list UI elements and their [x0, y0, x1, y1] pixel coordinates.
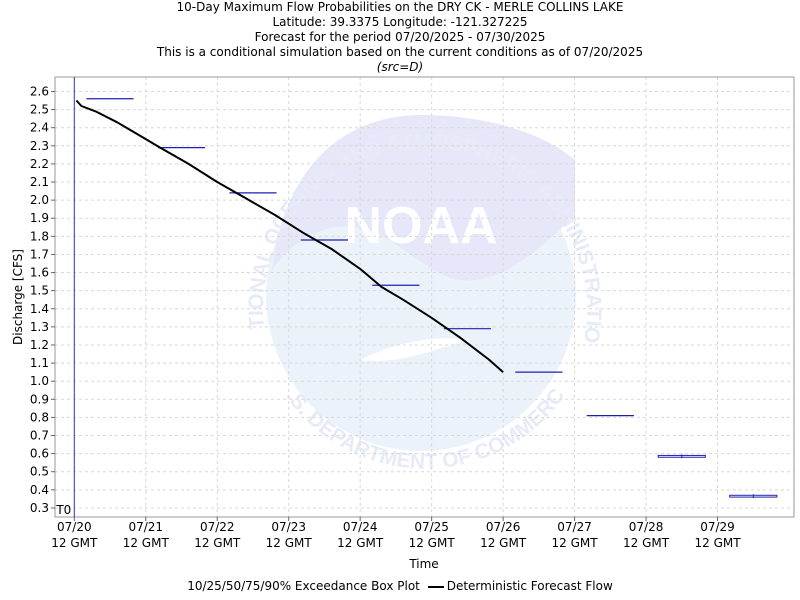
y-tick-label: 0.3	[30, 501, 49, 515]
y-tick-label: 0.6	[30, 447, 49, 461]
x-axis: 07/20 12 GMT 07/21 12 GMT 07/22 12 GMT 07/23 12…	[51, 517, 741, 550]
x-tick-date: 07/24	[343, 520, 378, 534]
x-tick-date: 07/26	[486, 520, 521, 534]
y-tick-label: 1.5	[30, 284, 49, 298]
x-tick-time: 12 GMT	[623, 536, 670, 550]
noaa-watermark-wave	[360, 338, 470, 361]
x-tick-date: 07/21	[128, 520, 163, 534]
x-tick-time: 12 GMT	[194, 536, 241, 550]
y-tick-label: 2.4	[30, 121, 49, 135]
chart-source: (src=D)	[376, 60, 424, 74]
chart-grid	[55, 77, 794, 517]
y-tick-label: 2.1	[30, 175, 49, 189]
y-tick-label: 1.2	[30, 338, 49, 352]
noaa-watermark-logo: NOAA	[344, 197, 497, 255]
x-tick-date: 07/29	[700, 520, 735, 534]
y-tick-label: 0.4	[30, 483, 49, 497]
y-axis-label: Discharge [CFS]	[11, 249, 25, 345]
x-tick-time: 12 GMT	[694, 536, 741, 550]
y-tick-label: 1.9	[30, 211, 49, 225]
legend-box-plot-label: 10/25/50/75/90% Exceedance Box Plot	[187, 579, 420, 593]
exceedance-boxes	[86, 98, 778, 499]
x-tick-time: 12 GMT	[266, 536, 313, 550]
t0-label: T0	[55, 503, 71, 517]
x-tick-time: 12 GMT	[409, 536, 456, 550]
x-tick-date: 07/22	[200, 520, 235, 534]
x-tick-date: 07/25	[414, 520, 449, 534]
noaa-watermark-bird	[272, 115, 575, 281]
x-tick-time: 12 GMT	[552, 536, 599, 550]
x-tick-date: 07/28	[629, 520, 664, 534]
x-tick-date: 07/23	[271, 520, 306, 534]
x-tick-date: 07/27	[557, 520, 592, 534]
y-tick-label: 1.0	[30, 374, 49, 388]
y-tick-label: 0.7	[30, 429, 49, 443]
y-tick-label: 1.4	[30, 302, 49, 316]
y-tick-label: 0.8	[30, 410, 49, 424]
chart-coordinates: Latitude: 39.3375 Longitude: -121.327225	[272, 15, 528, 29]
legend-forecast-label: Deterministic Forecast Flow	[446, 579, 613, 593]
y-tick-label: 0.9	[30, 392, 49, 406]
chart-title: 10-Day Maximum Flow Probabilities on the…	[176, 0, 624, 14]
noaa-watermark: NOAA NATIONAL OCEANIC AND ATMOSPHERIC AD…	[0, 0, 605, 474]
legend-forecast-swatch	[427, 585, 444, 588]
chart-conditions-note: This is a conditional simulation based o…	[156, 45, 644, 59]
plot-area-border	[54, 76, 795, 518]
x-tick-time: 12 GMT	[480, 536, 527, 550]
y-tick-label: 2.3	[30, 139, 49, 153]
x-axis-label: Time	[408, 557, 438, 571]
y-tick-label: 1.1	[30, 356, 49, 370]
y-tick-label: 1.3	[30, 320, 49, 334]
y-tick-label: 2.0	[30, 193, 49, 207]
y-tick-label: 1.6	[30, 266, 49, 280]
x-tick-time: 12 GMT	[337, 536, 384, 550]
t0-marker: T0	[55, 77, 75, 517]
x-tick-date: 07/20	[57, 520, 92, 534]
chart-title-block: 10-Day Maximum Flow Probabilities on the…	[0, 0, 800, 75]
x-tick-time: 12 GMT	[51, 536, 98, 550]
y-axis: 0.3 0.4 0.5 0.6 0.7 0.8 0.9 1.0 1.1 1.2 1.3 1.4 1.5 1…	[30, 84, 55, 515]
forecast-flow-line	[75, 99, 504, 373]
y-tick-label: 2.2	[30, 157, 49, 171]
y-tick-label: 2.6	[30, 84, 49, 98]
forecast-series	[75, 99, 504, 373]
chart-legend: 10/25/50/75/90% Exceedance Box Plot Dete…	[0, 579, 800, 593]
y-tick-label: 1.7	[30, 247, 49, 261]
x-tick-time: 12 GMT	[123, 536, 170, 550]
y-tick-label: 2.5	[30, 103, 49, 117]
chart-period: Forecast for the period 07/20/2025 - 07/…	[254, 30, 546, 44]
y-tick-label: 0.5	[30, 465, 49, 479]
y-tick-label: 1.8	[30, 229, 49, 243]
